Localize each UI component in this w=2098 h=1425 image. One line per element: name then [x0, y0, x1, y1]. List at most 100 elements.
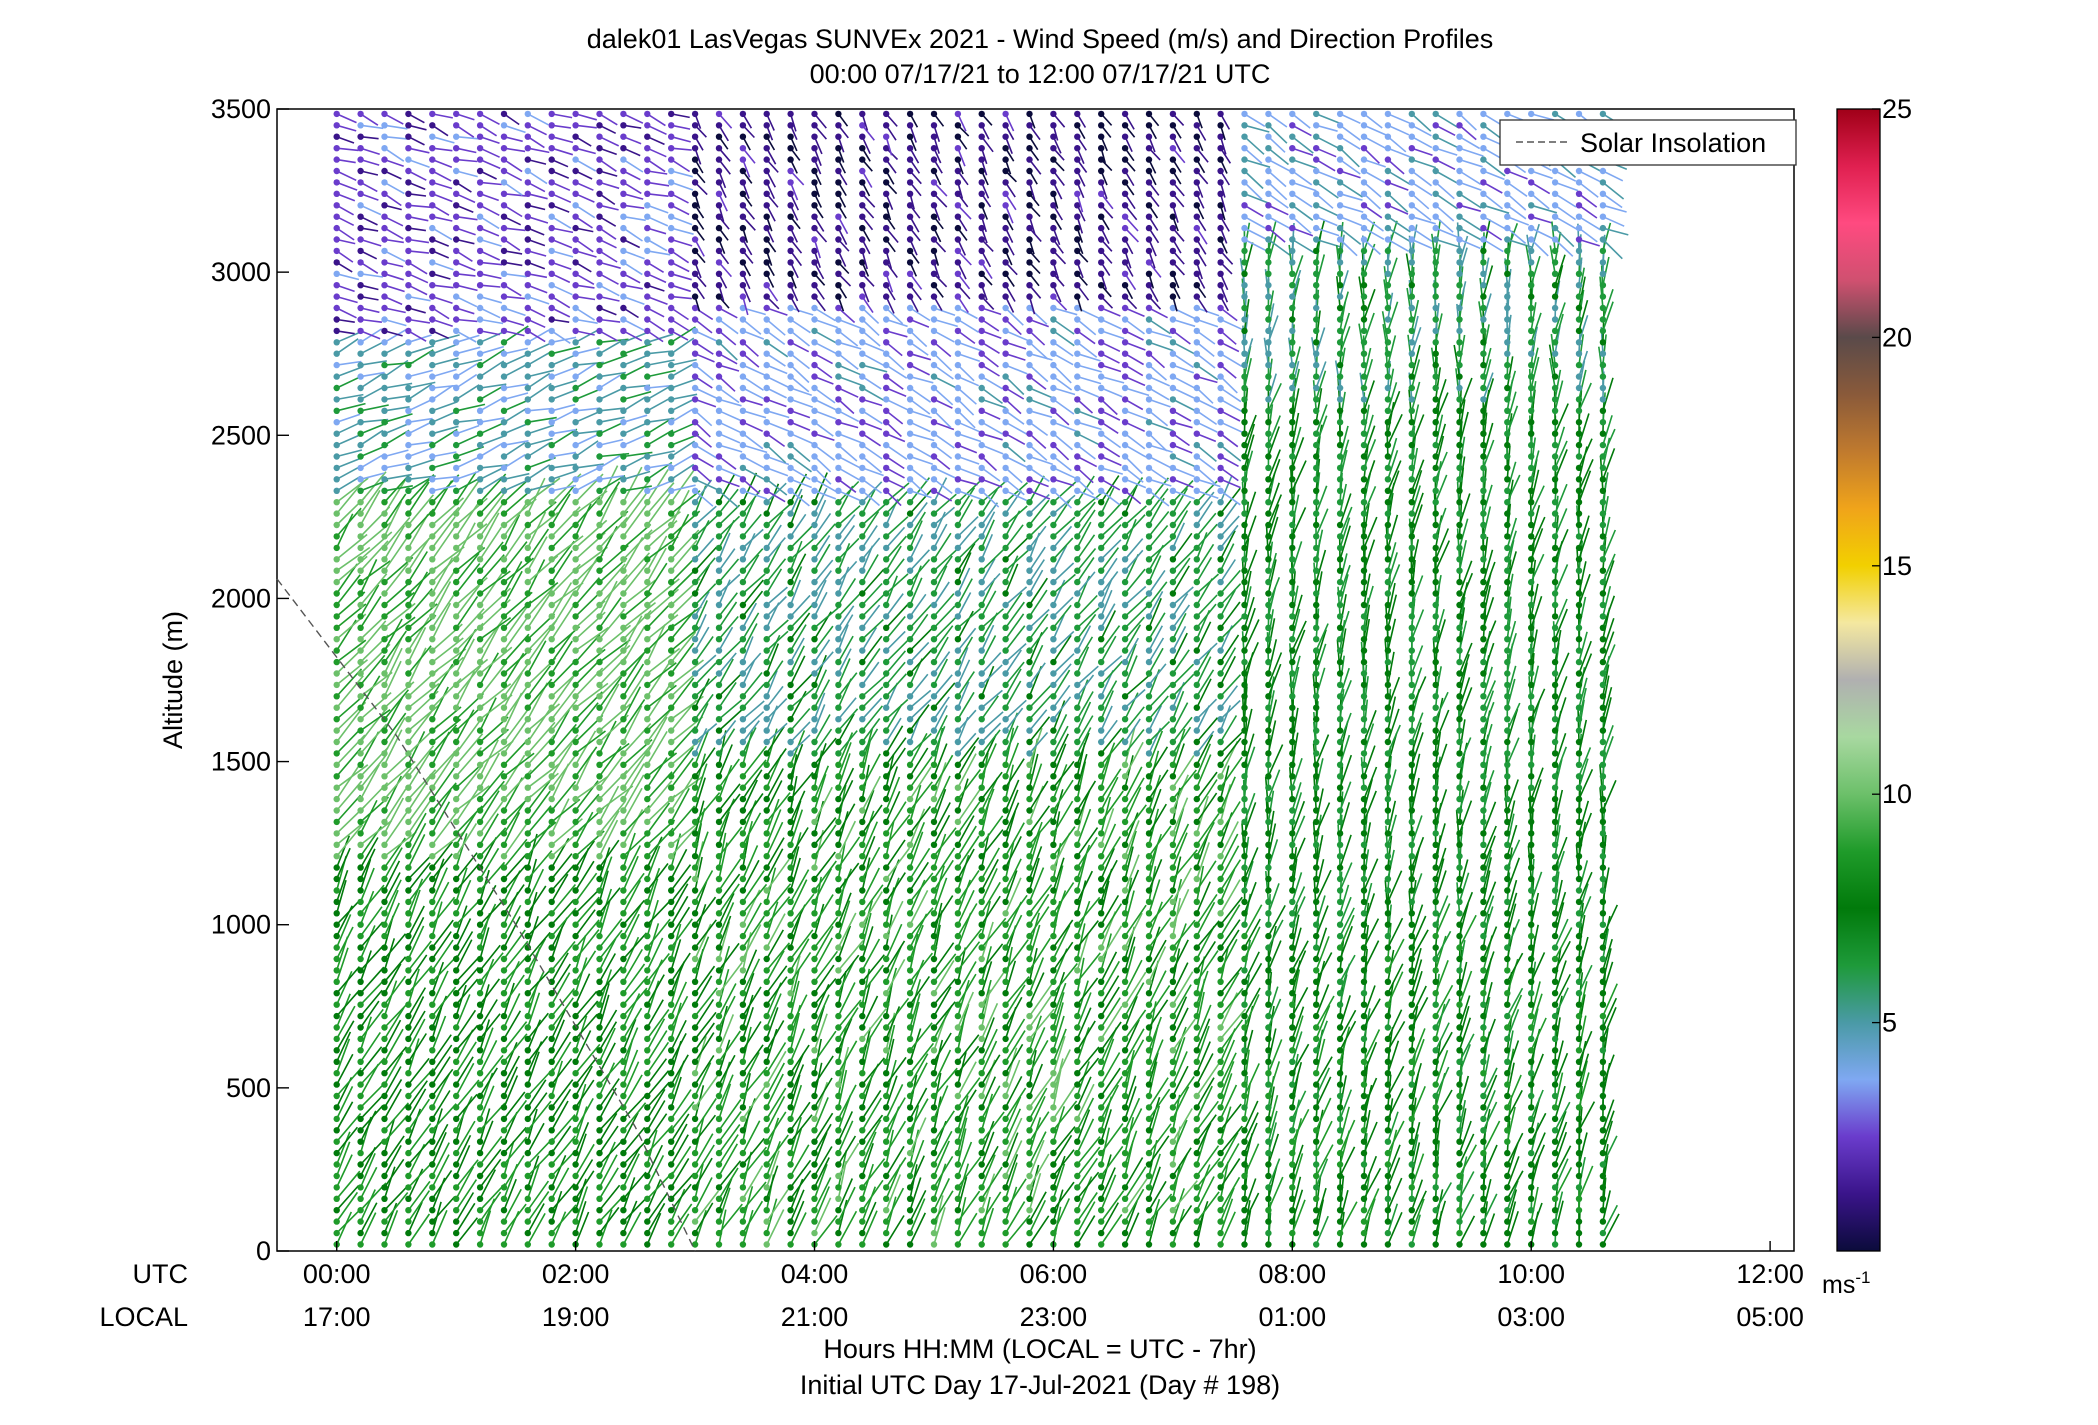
wind-barb: [360, 307, 380, 314]
wind-barb-dot: [357, 944, 364, 951]
wind-barb: [574, 872, 598, 903]
wind-barb: [694, 626, 710, 652]
wind-barb: [527, 1100, 552, 1131]
wind-barb-dot: [333, 133, 340, 140]
wind-barb: [646, 716, 668, 754]
wind-barb: [623, 330, 643, 342]
wind-barb-dot: [453, 670, 460, 677]
wind-barb: [479, 694, 513, 720]
wind-barb-dot: [715, 1104, 723, 1111]
wind-barb-dot: [859, 1092, 866, 1100]
wind-barb-dot: [691, 864, 699, 871]
wind-barb-dot: [357, 613, 364, 620]
wind-barb-dot: [883, 636, 890, 643]
wind-barb-dot: [620, 247, 627, 255]
wind-barb-dot: [357, 316, 364, 323]
wind-barb-dot: [429, 441, 436, 449]
wind-barb: [551, 484, 576, 515]
wind-barb-dot: [620, 704, 627, 711]
wind-barb: [360, 124, 384, 130]
wind-barb-dot: [405, 521, 412, 529]
wind-barb: [431, 812, 457, 846]
wind-barb: [718, 699, 743, 720]
wind-barb-dot: [572, 1138, 579, 1145]
wind-barb: [360, 371, 385, 378]
wind-barb-dot: [524, 1047, 531, 1054]
wind-barb-dot: [620, 1127, 627, 1134]
wind-barb: [432, 158, 453, 169]
wind-barb-dot: [453, 910, 460, 917]
wind-barb: [527, 307, 546, 318]
wind-barb-dot: [835, 1184, 842, 1191]
wind-barb-dot: [739, 1195, 747, 1203]
wind-barb-dot: [476, 910, 484, 917]
wind-barb: [670, 677, 695, 709]
wind-barb-dot: [572, 1161, 579, 1168]
wind-barb-dot: [548, 304, 555, 312]
wind-barb-dot: [883, 487, 890, 494]
wind-barb-dot: [691, 270, 699, 277]
wind-barb-dot: [500, 167, 508, 175]
wind-barb-dot: [381, 658, 388, 666]
wind-barb-dot: [691, 567, 699, 574]
wind-barb-dot: [333, 590, 340, 597]
wind-barb-dot: [548, 556, 555, 563]
wind-barb-dot: [572, 453, 579, 460]
wind-barb-dot: [333, 898, 340, 906]
wind-barb: [622, 686, 642, 720]
wind-barb-dot: [787, 830, 794, 837]
wind-barb-dot: [548, 830, 555, 837]
wind-barb-dot: [453, 441, 460, 449]
wind-barb: [622, 158, 644, 173]
wind-barb-dot: [381, 1047, 388, 1054]
wind-barb-dot: [405, 202, 412, 209]
wind-barb-dot: [357, 795, 364, 803]
wind-barb-dot: [405, 1035, 412, 1043]
wind-barb-dot: [405, 316, 412, 323]
wind-barb-dot: [453, 636, 460, 643]
wind-barb: [431, 1056, 451, 1086]
wind-barb: [455, 334, 480, 344]
wind-barb-dot: [811, 887, 818, 894]
wind-barb-dot: [453, 750, 460, 757]
wind-barb-dot: [381, 990, 388, 997]
wind-barb-dot: [859, 1241, 866, 1248]
wind-barb-dot: [787, 795, 794, 803]
wind-barb-dot: [620, 373, 627, 380]
wind-barb-dot: [596, 464, 603, 472]
wind-barb: [408, 334, 432, 344]
wind-barb-dot: [644, 156, 651, 163]
wind-barb-dot: [811, 407, 818, 414]
wind-barb-dot: [859, 1149, 866, 1157]
wind-barb-dot: [453, 556, 460, 563]
wind-barb-dot: [453, 179, 460, 186]
wind-barb-dot: [572, 407, 579, 414]
wind-barb: [360, 273, 384, 278]
wind-barb-dot: [333, 807, 340, 814]
wind-barb-dot: [715, 921, 723, 928]
wind-barb: [551, 388, 578, 401]
wind-barb: [383, 1046, 408, 1074]
wind-barb-dot: [333, 841, 340, 848]
wind-barb-dot: [620, 795, 627, 803]
wind-barb-dot: [668, 624, 675, 631]
wind-barb-dot: [548, 373, 555, 380]
wind-barb-dot: [524, 145, 531, 152]
wind-barb-dot: [453, 1092, 460, 1100]
wind-barb: [335, 1053, 354, 1085]
wind-barb: [550, 1154, 567, 1188]
wind-barb-dot: [453, 476, 460, 483]
wind-barb: [527, 1191, 550, 1223]
wind-barb-dot: [405, 704, 412, 711]
wind-barb-dot: [333, 453, 340, 460]
wind-barb-dot: [620, 1104, 627, 1111]
wind-barb: [575, 407, 601, 412]
wind-barb-dot: [835, 1161, 842, 1168]
wind-barb-dot: [691, 179, 699, 186]
wind-barb-dot: [453, 1070, 460, 1077]
wind-barb: [622, 705, 643, 743]
wind-barb-dot: [811, 1184, 818, 1191]
wind-barb-dot: [763, 1115, 770, 1123]
wind-barb: [503, 227, 526, 232]
wind-barb-dot: [715, 1229, 723, 1237]
